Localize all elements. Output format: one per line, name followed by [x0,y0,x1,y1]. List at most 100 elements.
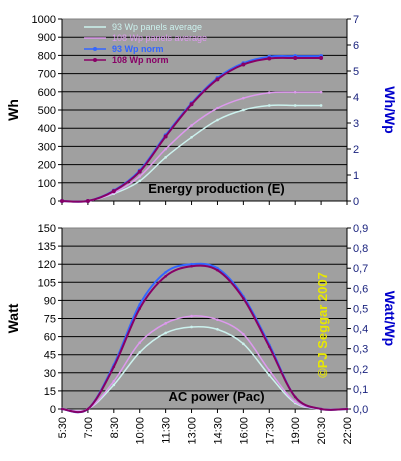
y2-tick-label: 0,3 [353,344,368,356]
y2-tick-label: 2 [353,144,359,156]
data-point-108-wp-norm [215,77,220,82]
data-point-108-wp-panels-average [164,322,167,325]
data-point-108-wp-norm [216,268,219,272]
y2-tick-label: 0,6 [353,283,368,295]
legend-label-93-wp-norm: 93 Wp norm [112,44,164,54]
data-point-108-wp-norm [112,365,116,369]
data-point-108-wp-norm [293,395,297,399]
data-point-108-wp-norm [242,297,245,300]
x-tick-label: 7:00 [83,417,95,438]
data-point-108-wp-norm [137,169,142,174]
x-tick-label: 5:30 [57,417,69,438]
x-tick-label: 11:30 [161,417,173,444]
data-point-93-wp-norm [138,303,142,306]
y2-tick-label: 3 [353,118,359,130]
data-point-108-wp-panels-average [112,379,116,383]
data-point-108-wp-panels-average [138,341,142,344]
y2-axis-title: Watt/Wp [382,291,398,346]
y-tick-label: 90 [44,295,56,307]
y-tick-label: 200 [38,160,56,172]
data-point-108-wp-norm [85,199,90,203]
data-point-93-wp-panels-average [138,350,142,354]
data-point-93-wp-panels-average [242,108,245,112]
data-point-93-wp-panels-average [216,118,219,122]
y2-tick-label: 0,7 [353,263,368,275]
data-point-108-wp-norm [319,56,324,60]
x-tick-label: 16:00 [238,417,250,445]
x-tick-label: 19:00 [290,417,302,445]
y2-tick-label: 0,8 [353,243,368,255]
data-point-108-wp-norm [345,407,349,411]
y2-tick-label: 0,0 [353,404,368,416]
x-tick-label: 22:00 [342,417,354,445]
data-point-93-wp-panels-average [164,156,167,159]
data-point-108-wp-norm [189,102,194,107]
y2-tick-label: 5 [353,66,359,78]
x-tick-label: 20:30 [316,417,328,445]
data-point-93-wp-panels-average [112,383,116,387]
data-point-93-wp-panels-average [319,104,323,107]
data-point-108-wp-norm [111,189,116,194]
y-tick-label: 800 [38,50,56,62]
y-tick-label: 45 [44,350,56,362]
data-point-93-wp-panels-average [267,104,271,107]
y-tick-label: 300 [38,141,56,153]
y2-tick-label: 0,9 [353,223,368,235]
x-tick-label: 10:00 [135,417,147,445]
data-point-108-wp-norm [241,62,246,67]
y2-tick-label: 0,4 [353,324,368,336]
legend-label-108-wp-panels-average: 108 Wp panels average [112,33,207,43]
series-line-108-wp-panels-average [61,315,348,412]
y-axis-title: Watt [5,303,21,333]
data-point-108-wp-norm [319,407,323,411]
data-point-93-wp-panels-average [164,331,167,335]
y2-tick-label: 0,1 [353,384,368,396]
y-tick-label: 0 [50,404,56,416]
y-tick-label: 15 [44,386,56,398]
x-tick-label: 13:00 [187,417,199,445]
data-point-108-wp-norm [164,274,167,278]
y-tick-label: 30 [44,368,56,380]
legend-marker-93-wp-norm [93,47,97,51]
y-tick-label: 700 [38,69,56,81]
y-tick-label: 120 [38,259,56,271]
data-point-108-wp-norm [190,264,193,268]
y-tick-label: 400 [38,123,56,135]
y2-tick-label: 0,2 [353,364,368,376]
copyright-label: ©PJ Seggar 2007 [315,272,330,378]
series-line-93-wp-panels-average [61,325,348,412]
data-point-108-wp-norm [60,199,64,203]
data-point-108-wp-panels-average [190,314,193,318]
legend-label-108-wp-norm: 108 Wp norm [112,55,169,65]
data-point-93-wp-norm [164,270,167,274]
data-point-108-wp-norm [163,134,168,139]
data-point-93-wp-panels-average [242,342,245,346]
data-point-93-wp-panels-average [216,328,219,331]
data-point-93-wp-panels-average [293,104,297,107]
data-point-108-wp-norm [267,56,272,61]
data-point-93-wp-panels-average [190,325,193,329]
data-point-108-wp-panels-average [242,96,245,100]
data-point-108-wp-panels-average [293,90,297,94]
y2-tick-label: 1 [353,170,359,182]
y2-tick-label: 0,5 [353,303,368,315]
data-point-108-wp-panels-average [267,91,271,95]
data-point-108-wp-panels-average [242,332,245,336]
series-line-108-wp-norm [61,264,348,414]
y2-tick-label: 6 [353,40,359,52]
x-tick-label: 17:30 [264,417,276,445]
y2-axis-title: Wh/Wp [382,86,398,133]
x-tick-label: 8:30 [109,417,121,438]
data-point-108-wp-norm [138,307,142,310]
legend-marker-108-wp-norm [93,58,97,62]
data-point-108-wp-panels-average [293,400,297,404]
data-point-108-wp-panels-average [138,175,142,178]
y-tick-label: 75 [44,314,56,326]
data-point-93-wp-panels-average [190,136,193,139]
data-point-93-wp-panels-average [138,179,142,183]
chart-title: AC power (Pac) [168,389,264,404]
y2-tick-label: 4 [353,92,359,104]
y-tick-label: 1000 [32,14,56,26]
y-axis-title: Wh [5,99,21,121]
y2-tick-label: 7 [353,14,359,26]
